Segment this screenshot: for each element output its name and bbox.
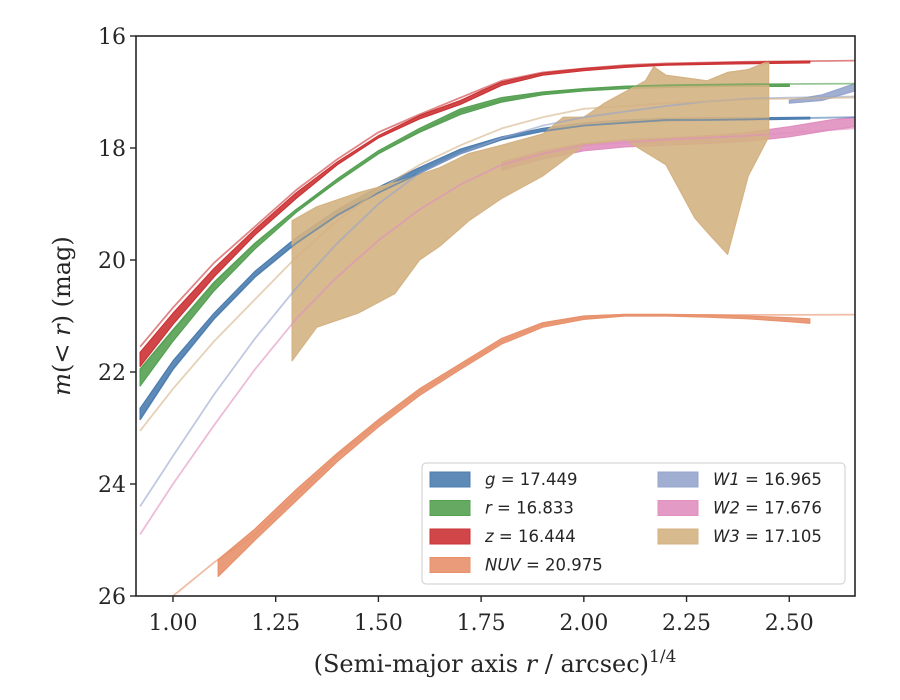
y-tick-label: 16 [98,25,126,50]
series-w1-band [788,82,855,104]
series-bands [139,60,855,578]
series-z-band [139,60,811,367]
y-axis-label: m(< r) (mag) [48,236,76,396]
legend-swatch-z [429,528,471,545]
legend-label-w3: W3 = 17.105 [713,527,822,546]
legend-swatch-r [429,500,471,516]
legend-swatch-w2 [657,500,699,516]
x-tick-label: 2.25 [662,611,711,636]
y-tick-label: 18 [98,137,126,162]
series-z-profile-line [139,59,855,348]
y-axis: 16 18 20 22 24 26 [98,25,136,610]
legend: g = 17.449 r = 16.833 z = 16.444 NUV = 20.9… [421,462,846,585]
series-nuv-band [217,313,811,578]
series-r-band [139,83,790,387]
series-w3-profile-line [139,96,855,432]
series-r-profile-line [139,82,855,370]
y-tick-label: 24 [98,473,126,498]
legend-frame [421,462,846,585]
x-tick-label: 1.00 [148,611,197,636]
legend-swatch-nuv [429,557,471,573]
x-axis-label: (Semi-major axis r / arcsec)1/4 [314,647,677,678]
legend-swatch-w3 [657,528,699,545]
series-w2-profile-line [139,127,855,535]
plot-frame [135,35,856,597]
x-axis: 1.00 1.25 1.50 1.75 2.00 2.25 2.50 [148,596,814,636]
y-tick-label: 20 [98,249,126,274]
legend-label-g: g = 17.449 [485,470,578,489]
y-tick-label: 26 [98,585,126,610]
x-tick-label: 1.75 [457,611,506,636]
legend-swatch-g [429,471,471,488]
x-tick-label: 2.50 [765,611,814,636]
x-tick-label: 1.25 [251,611,300,636]
legend-label-nuv: NUV = 20.975 [485,556,603,575]
legend-label-w1: W1 = 16.965 [713,470,822,489]
legend-label-r: r = 16.833 [485,499,574,518]
series-thin-lines [139,59,855,596]
legend-label-w2: W2 = 17.676 [713,499,822,518]
legend-swatch-w1 [657,471,699,488]
x-tick-label: 1.50 [354,611,403,636]
y-tick-label: 22 [98,361,126,386]
legend-label-z: z = 16.444 [484,527,576,546]
x-tick-label: 2.00 [559,611,608,636]
series-nuv-profile-line [171,313,855,596]
